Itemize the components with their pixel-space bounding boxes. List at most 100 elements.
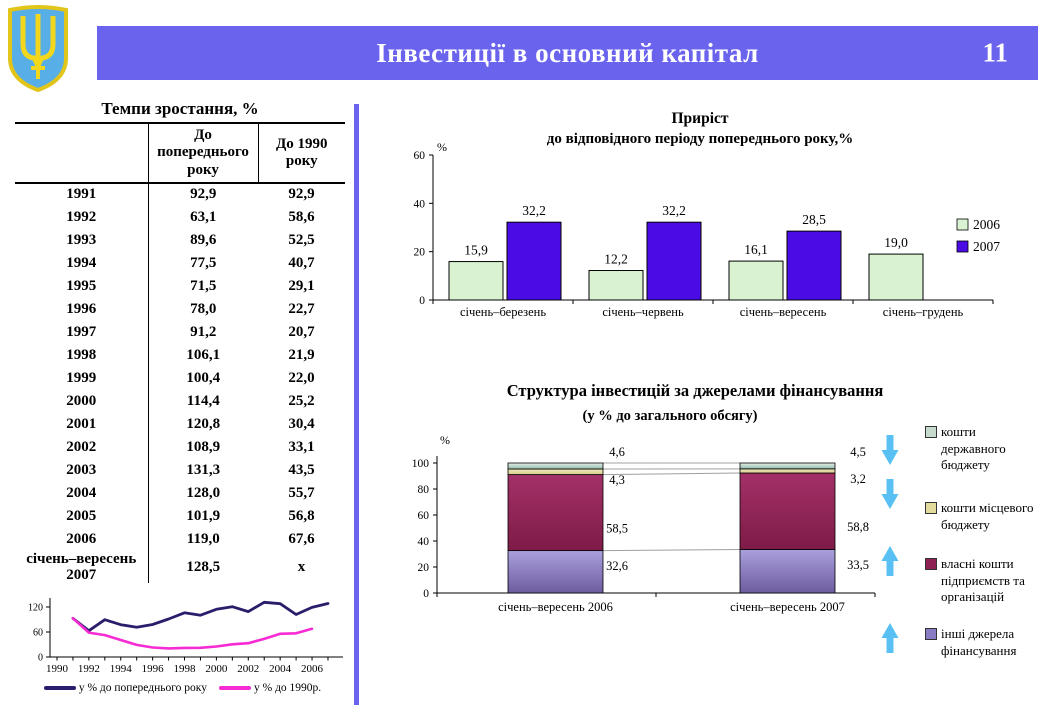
table-cell: 29,1 bbox=[288, 278, 315, 295]
trend-arrow-down-icon bbox=[881, 479, 899, 509]
stacked-chart-canvas: Структура інвестицій за джерелами фінанс… bbox=[412, 381, 899, 653]
table-cell: 43,5 bbox=[288, 462, 315, 479]
table-cell: 78,0 bbox=[190, 301, 217, 318]
growth-line-chart: 0 60 120 1990 1992 1994 1996 1998 2000 2002 2004 20… bbox=[28, 598, 343, 675]
category-label: січень–вересень 2007 bbox=[730, 600, 845, 614]
bar-value-label: 28,5 bbox=[802, 212, 826, 227]
table-row: 1992 63,1 58,6 bbox=[15, 206, 345, 230]
segment-value-label: 32,6 bbox=[606, 559, 628, 573]
bar-value-label: 15,9 bbox=[464, 243, 488, 258]
series-line bbox=[602, 472, 741, 476]
trend-arrow-up-icon bbox=[881, 546, 899, 576]
table-cell: 92,9 bbox=[288, 186, 315, 203]
trident-shield-icon bbox=[8, 5, 68, 93]
table-row: 2002 108,9 33,1 bbox=[15, 436, 345, 460]
stack-segment bbox=[739, 549, 836, 594]
table-cell: 128,0 bbox=[186, 485, 221, 502]
bar-2007 bbox=[646, 221, 702, 301]
table-cell: 77,5 bbox=[190, 255, 217, 272]
ukraine-coat-of-arms-icon bbox=[6, 4, 70, 93]
growth-rates-table: До попереднього року До 1990 року 1991 92,… bbox=[15, 122, 345, 584]
segment-value-label: 3,2 bbox=[850, 472, 866, 486]
table-column-header: До 1990 року bbox=[257, 123, 345, 183]
table-cell: 2004 bbox=[15, 482, 149, 506]
x-tick-label: 1996 bbox=[142, 663, 165, 675]
x-tick-label: 1998 bbox=[174, 663, 197, 675]
stack-segment bbox=[507, 550, 604, 594]
y-tick-label: 0 bbox=[419, 295, 425, 307]
slide-title: Інвестиції в основний капітал bbox=[376, 37, 759, 68]
table-cell: 22,7 bbox=[288, 301, 315, 318]
table-column-header bbox=[15, 123, 148, 183]
table-cell: 108,9 bbox=[186, 439, 221, 456]
segment-value-label: 58,8 bbox=[847, 520, 869, 534]
table-cell: 91,2 bbox=[190, 324, 217, 341]
table-cell: 56,8 bbox=[288, 508, 315, 525]
page-number: 11 bbox=[982, 37, 1008, 68]
table-cell: 2001 bbox=[15, 413, 149, 437]
bar-2006 bbox=[588, 270, 644, 301]
table-cell: 21,9 bbox=[288, 347, 315, 364]
segment-value-label: 4,3 bbox=[609, 473, 625, 487]
bar-2007 bbox=[506, 221, 562, 301]
y-tick-label: 60 bbox=[418, 510, 430, 522]
table-column-header: До попереднього року bbox=[147, 123, 258, 183]
y-axis-unit: % bbox=[437, 140, 447, 154]
bar-value-label: 32,2 bbox=[522, 203, 546, 218]
segment-value-label: 4,6 bbox=[609, 445, 625, 459]
table-cell: 58,6 bbox=[288, 209, 315, 226]
table-title: Темпи зростання, % bbox=[101, 99, 259, 118]
segment-value-label: 33,5 bbox=[847, 558, 869, 572]
table-row: 1998 106,1 21,9 bbox=[15, 344, 345, 368]
category-label: січень–вересень bbox=[740, 305, 827, 319]
line-series bbox=[71, 600, 330, 633]
table-cell: 20,7 bbox=[288, 324, 315, 341]
x-tick-label: 2004 bbox=[269, 663, 292, 675]
table-cell: 131,3 bbox=[186, 462, 221, 479]
segment-value-label: 4,5 bbox=[850, 445, 866, 459]
vertical-divider bbox=[354, 104, 359, 705]
header-bar: Інвестиції в основний капітал 11 bbox=[97, 26, 1038, 80]
table-header-row: До попереднього року До 1990 року bbox=[15, 123, 345, 183]
table-cell: 52,5 bbox=[288, 232, 315, 249]
line-chart-legend: у % до попереднього року у % до 1990р. bbox=[10, 682, 355, 694]
table-cell: 120,8 bbox=[186, 416, 221, 433]
line-series bbox=[71, 616, 314, 650]
table-cell: 1998 bbox=[15, 344, 149, 368]
legend-label: інші джерела фінансування bbox=[941, 626, 1017, 658]
table-cell: 2000 bbox=[15, 390, 149, 414]
table-row: 1999 100,4 22,0 bbox=[15, 367, 345, 391]
growth-bar-chart: Приріст до відповідного періоду попереднь… bbox=[385, 103, 1040, 338]
y-tick-label: 60 bbox=[33, 628, 43, 639]
table-row: 2003 131,3 43,5 bbox=[15, 459, 345, 483]
chart-title: Структура інвестицій за джерелами фінанс… bbox=[507, 381, 884, 400]
table-cell: 63,1 bbox=[190, 209, 217, 226]
trend-arrow-down-icon bbox=[881, 435, 899, 465]
stack-segment bbox=[739, 468, 836, 474]
table-cell: 2002 bbox=[15, 436, 149, 460]
category-label: січень–березень bbox=[460, 305, 546, 319]
legend-item: власні кошти підприємств та організацій bbox=[925, 556, 1040, 606]
table-cell: 55,7 bbox=[288, 485, 315, 502]
y-tick-label: 20 bbox=[418, 562, 430, 574]
y-tick-label: 60 bbox=[414, 150, 426, 162]
table-cell: 89,6 bbox=[190, 232, 217, 249]
table-cell: 1996 bbox=[15, 298, 149, 322]
y-tick-label: 0 bbox=[423, 588, 429, 600]
legend-swatch bbox=[925, 628, 937, 640]
table-cell: 114,4 bbox=[186, 393, 220, 410]
bar-value-label: 12,2 bbox=[604, 252, 628, 267]
category-label: січень–червень bbox=[602, 305, 684, 319]
bar-2006 bbox=[728, 260, 784, 301]
y-tick-label: 100 bbox=[412, 458, 430, 470]
y-tick-label: 40 bbox=[414, 198, 426, 210]
table-cell: 100,4 bbox=[186, 370, 221, 387]
table-row: 2004 128,0 55,7 bbox=[15, 482, 345, 506]
table-row: 1996 78,0 22,7 bbox=[15, 298, 345, 322]
table-row: 2005 101,9 56,8 bbox=[15, 505, 345, 529]
stack-segment bbox=[739, 472, 836, 550]
legend-swatch bbox=[956, 240, 969, 253]
y-tick-label: 80 bbox=[418, 484, 430, 496]
table-cell: 92,9 bbox=[190, 186, 217, 203]
table-row: 1993 89,6 52,5 bbox=[15, 229, 345, 253]
